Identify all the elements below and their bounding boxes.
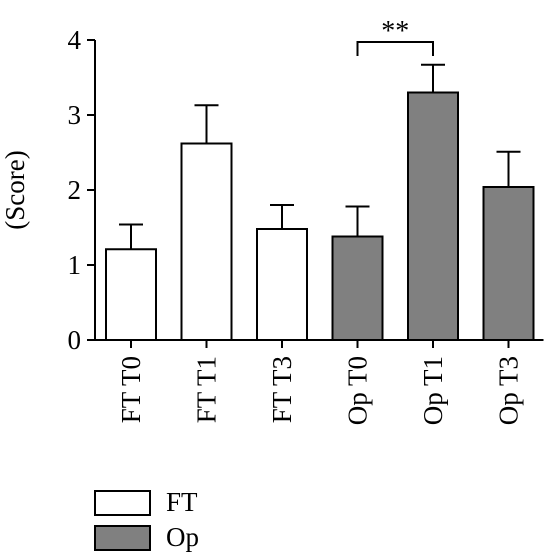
- x-tick-label: Op T0: [343, 356, 373, 425]
- legend-label-ft: FT: [166, 487, 198, 517]
- x-tick-label: Op T1: [418, 356, 448, 425]
- y-tick-label: 0: [68, 325, 82, 355]
- x-tick-label: FT T0: [116, 356, 146, 423]
- significance-label: **: [381, 16, 409, 47]
- y-tick-label: 1: [68, 250, 82, 280]
- x-axis: FT T0 FT T1 FT T3 Op T0 Op T1 Op T3: [95, 339, 544, 425]
- legend-label-op: Op: [166, 522, 199, 552]
- bar: [331, 235, 384, 341]
- x-tick-label: FT T1: [192, 356, 222, 423]
- y-axis-label: (Score): [0, 150, 30, 229]
- legend-swatch-ft: [94, 490, 151, 516]
- y-tick-label: 2: [68, 175, 82, 205]
- bar: [105, 248, 157, 341]
- significance-bracket: [356, 41, 434, 56]
- bar: [482, 186, 535, 341]
- bar: [407, 91, 459, 341]
- bar: [256, 228, 308, 341]
- bars: [105, 63, 535, 341]
- x-tick-label: Op T3: [494, 356, 524, 425]
- y-tick-label: 3: [68, 100, 82, 130]
- legend: FT Op: [94, 487, 199, 552]
- significance-annotation: **: [356, 16, 434, 56]
- bar: [180, 142, 233, 341]
- x-tick-label: FT T3: [267, 356, 297, 423]
- y-axis: 0 1 2 3 4: [68, 25, 96, 355]
- y-tick-label: 4: [68, 25, 82, 55]
- legend-swatch-op: [94, 525, 151, 551]
